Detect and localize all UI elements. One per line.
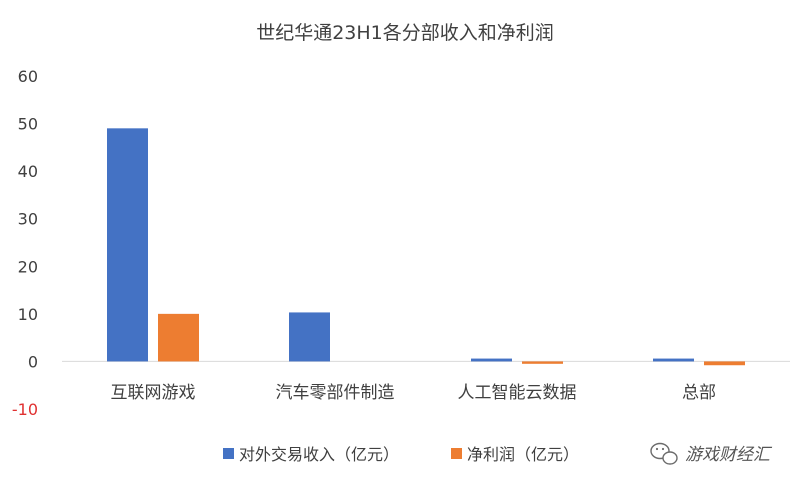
legend-label-series-1: 对外交易收入（亿元） [239, 445, 399, 464]
bars [107, 128, 745, 366]
y-tick-label: 30 [18, 210, 38, 229]
x-category-label: 总部 [682, 383, 716, 403]
y-tick-label: 60 [18, 67, 38, 86]
legend-label-series-2: 净利润（亿元） [467, 445, 579, 464]
y-axis-ticks: 60 50 40 30 20 10 0 -10 [12, 67, 38, 419]
bar-series-1-3 [471, 358, 512, 362]
legend-swatch-series-2 [451, 448, 462, 459]
y-tick-label: 20 [18, 257, 38, 276]
bar-series-2-1 [158, 313, 199, 362]
bar-series-2-3 [522, 361, 563, 364]
bar-series-1-1 [107, 128, 148, 362]
bar-series-1-2 [289, 312, 330, 362]
y-tick-label: -10 [12, 400, 38, 419]
y-tick-label: 40 [18, 162, 38, 181]
y-tick-label: 0 [28, 352, 38, 371]
x-category-label: 人工智能云数据 [458, 383, 577, 403]
watermark-text: 游戏财经汇 [685, 445, 773, 465]
y-tick-label: 50 [18, 115, 38, 134]
chart-title: 世纪华通23H1各分部收入和净利润 [256, 22, 554, 44]
category-labels: 互联网游戏 汽车零部件制造 人工智能云数据 总部 [111, 383, 717, 403]
watermark: 游戏财经汇 [650, 442, 773, 465]
wechat-icon [650, 442, 678, 465]
y-tick-label: 10 [18, 305, 38, 324]
legend: 对外交易收入（亿元） 净利润（亿元） [223, 445, 579, 464]
bar-series-1-4 [653, 358, 694, 362]
x-category-label: 互联网游戏 [111, 383, 196, 403]
bar-series-2-4 [704, 361, 745, 366]
legend-swatch-series-1 [223, 448, 234, 459]
x-category-label: 汽车零部件制造 [276, 383, 395, 403]
